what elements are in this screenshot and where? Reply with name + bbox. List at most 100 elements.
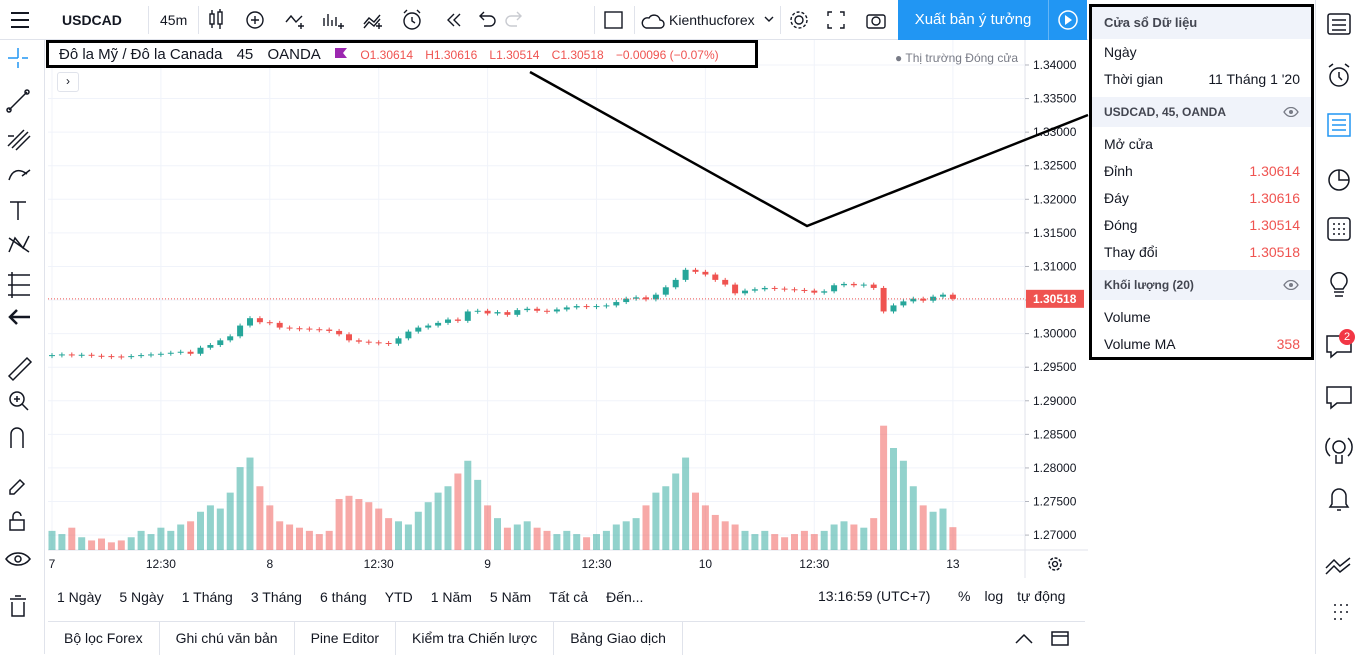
- publish-button[interactable]: Xuất bản ý tưởng: [898, 0, 1048, 40]
- candle-body: [761, 287, 768, 290]
- volume-bar: [573, 534, 581, 550]
- data-label: Đáy: [1104, 190, 1129, 206]
- cloud-icon[interactable]: [640, 12, 666, 30]
- candle-body: [801, 289, 808, 291]
- flag-icon[interactable]: [334, 47, 348, 59]
- volume-bar: [741, 530, 749, 550]
- y-tick-label: 1.33500: [1033, 92, 1077, 106]
- panel-controls[interactable]: [1014, 630, 1074, 648]
- candle-body: [138, 355, 145, 357]
- visibility-toggle[interactable]: [1283, 107, 1299, 117]
- y-tick-label: 1.27000: [1033, 528, 1077, 542]
- candle-body: [108, 356, 115, 358]
- account-name[interactable]: Kienthucforex: [669, 12, 755, 28]
- y-tick-label: 1.29000: [1033, 394, 1077, 408]
- bottom-tab[interactable]: Kiểm tra Chiến lược: [396, 622, 555, 655]
- candle-body: [385, 343, 392, 345]
- bottom-tab[interactable]: Pine Editor: [295, 622, 397, 655]
- candle-body: [781, 288, 788, 290]
- toolbar-icons[interactable]: [206, 8, 386, 32]
- scale-option[interactable]: log: [984, 588, 1004, 604]
- range-button[interactable]: 1 Năm: [430, 589, 472, 605]
- candle-body: [118, 356, 125, 358]
- candle-body: [148, 354, 154, 356]
- range-button[interactable]: 1 Tháng: [181, 589, 233, 605]
- range-button[interactable]: 1 Ngày: [57, 589, 102, 605]
- y-tick-label: 1.31500: [1033, 226, 1077, 240]
- range-button[interactable]: 5 Năm: [489, 589, 532, 605]
- candle-body: [524, 308, 531, 311]
- volume-bar: [761, 530, 769, 550]
- candle-body: [227, 336, 234, 341]
- data-value: 1.30514: [1249, 217, 1300, 233]
- axis-settings[interactable]: [1048, 557, 1062, 571]
- volume-bar: [58, 534, 66, 550]
- volume-bar: [800, 530, 808, 550]
- candle-body: [920, 298, 927, 301]
- data-label: Ngày: [1104, 44, 1137, 60]
- scale-option[interactable]: %: [958, 588, 971, 604]
- candle-body: [425, 325, 432, 328]
- volume-bar: [98, 538, 105, 550]
- candle-body: [811, 290, 818, 293]
- data-label: Thay đổi: [1104, 244, 1158, 260]
- range-button[interactable]: Đến...: [606, 589, 644, 605]
- ohlc-close: C1.30518: [551, 48, 604, 62]
- volume-bar: [523, 521, 531, 550]
- volume-bar: [820, 530, 828, 550]
- candle-body: [157, 353, 164, 355]
- symbol[interactable]: USDCAD: [62, 12, 122, 28]
- data-row: Đỉnh 1.30616: [1092, 158, 1311, 206]
- volume-bar: [612, 524, 620, 550]
- bottom-tab[interactable]: Bảng Giao dịch: [554, 622, 683, 655]
- bottom-tab[interactable]: Ghi chú văn bản: [160, 622, 295, 655]
- collapse-legend[interactable]: ›: [57, 72, 79, 92]
- data-value: 1.30614: [1249, 163, 1300, 179]
- volume-bar: [880, 425, 888, 550]
- data-row: Mở cửa 1.30614: [1092, 131, 1311, 179]
- interval[interactable]: 45m: [160, 12, 188, 28]
- volume-bar: [602, 530, 610, 550]
- toolbar-icons-2[interactable]: [398, 8, 528, 32]
- notification-badge: 2: [1339, 329, 1355, 345]
- range-bar: 1 Ngày 5 Ngày 1 Tháng 3 Tháng 6 tháng YTD 1 Nă…: [48, 580, 1085, 614]
- volume-bar: [68, 527, 76, 550]
- candle-body: [88, 354, 95, 356]
- candle-body: [534, 308, 541, 311]
- volume-bar: [870, 518, 878, 550]
- y-tick-label: 1.30000: [1033, 327, 1077, 341]
- volume-bar: [513, 524, 521, 550]
- menu-icon[interactable]: [10, 11, 30, 29]
- x-tick-label: 8: [266, 557, 273, 571]
- candle-body: [316, 329, 323, 331]
- volume-bar: [246, 457, 254, 550]
- bottom-tab[interactable]: Bộ lọc Forex: [48, 622, 160, 655]
- candle-body: [276, 322, 283, 328]
- candle-body: [603, 305, 610, 307]
- replay-button[interactable]: [1048, 0, 1087, 40]
- settings-icons[interactable]: [788, 9, 888, 33]
- candle-body: [494, 312, 501, 314]
- fullscreen-toggle[interactable]: [604, 11, 624, 29]
- data-row: Đáy 1.30514: [1092, 185, 1311, 233]
- range-button[interactable]: 5 Ngày: [119, 589, 164, 605]
- candle-body: [296, 328, 303, 330]
- candle-body: [247, 318, 253, 326]
- candle-body: [682, 269, 689, 280]
- candle-body: [613, 302, 620, 306]
- range-button[interactable]: Tất cả: [549, 589, 589, 605]
- volume-bar: [197, 511, 204, 550]
- candle-body: [662, 287, 669, 295]
- right-tool-icons[interactable]: [1316, 0, 1366, 654]
- drawing-tools[interactable]: [0, 40, 45, 654]
- dropdown-arrow[interactable]: [764, 16, 774, 24]
- data-label: Đóng: [1104, 217, 1138, 233]
- range-button[interactable]: YTD: [384, 589, 413, 605]
- range-button[interactable]: 3 Tháng: [250, 589, 302, 605]
- volume-bar: [830, 524, 838, 550]
- candle-body: [306, 328, 313, 330]
- data-section-title: Khối lượng (20): [1104, 278, 1194, 292]
- visibility-toggle[interactable]: [1283, 280, 1299, 290]
- scale-option[interactable]: tự động: [1017, 588, 1066, 604]
- range-button[interactable]: 6 tháng: [319, 589, 367, 605]
